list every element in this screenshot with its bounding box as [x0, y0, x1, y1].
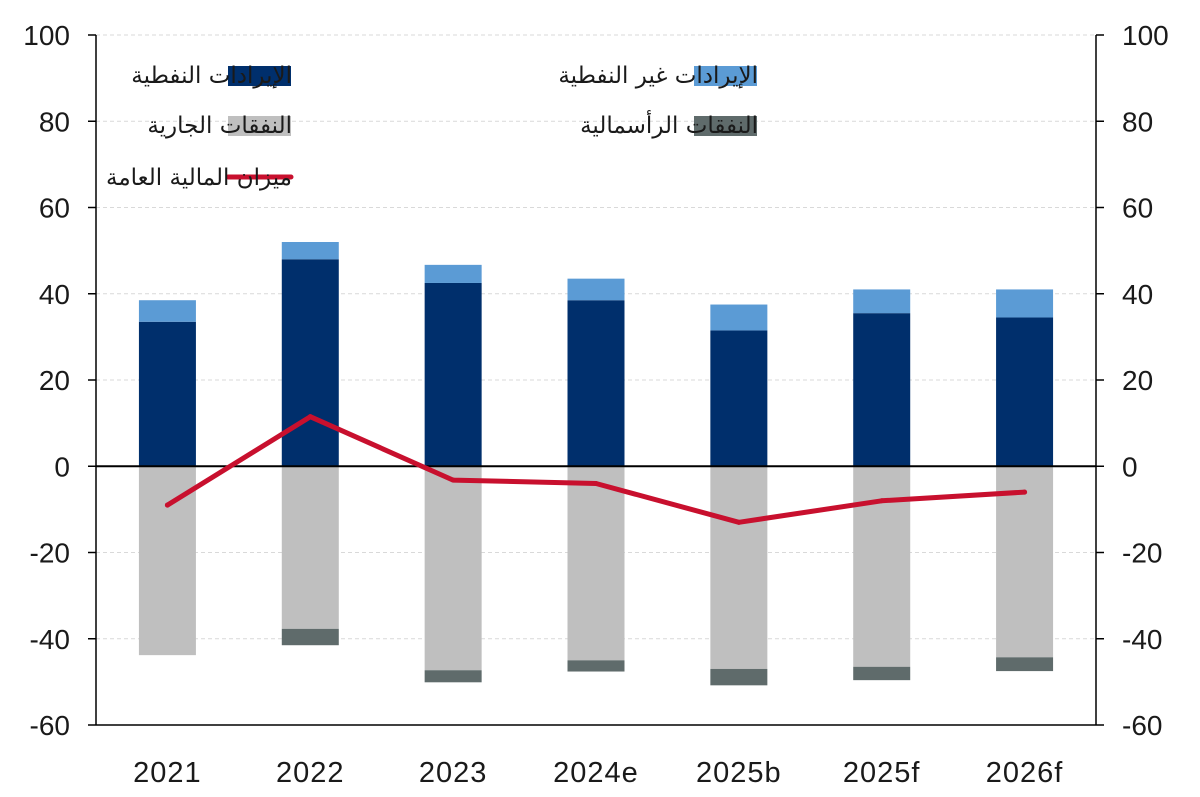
category-label: 2022: [276, 757, 345, 789]
legend-swatch: [228, 66, 291, 86]
right-tick-label: 80: [1122, 106, 1153, 137]
category-label: 2023: [419, 757, 488, 789]
right-tick-label: -60: [1122, 710, 1162, 741]
legend-label: النفقات الجارية: [147, 113, 292, 139]
category-label: 2024e: [553, 757, 639, 789]
bar-2021-bfbfbf: [138, 466, 196, 656]
bar-2025f-bfbfbf: [853, 466, 911, 667]
left-tick-label: 60: [39, 193, 70, 224]
left-tick-label: 40: [39, 279, 70, 310]
fiscal-balance-line: [164, 414, 1028, 525]
left-tick-label: 80: [39, 106, 70, 137]
left-tick-label: 0: [54, 451, 70, 482]
fiscal-balance-point-2024e: [593, 481, 599, 486]
bar-2023-002f6c: [424, 282, 482, 467]
axes: 100 100 80 80 60 60 40 40 20 20 0 0 -20 -20 -40 -40 -60 -…: [23, 20, 1168, 789]
right-tick-label: -20: [1122, 538, 1162, 569]
bar-2021-002f6c: [138, 321, 196, 467]
left-tick-label: -20: [30, 538, 70, 569]
right-tick-label: 60: [1122, 193, 1153, 224]
category-label: 2021: [133, 757, 202, 789]
legend-swatch: [694, 66, 757, 86]
bar-2025b-002f6c: [710, 330, 768, 467]
legend: الإيرادات النفطية الإيرادات غير النفطية ال…: [106, 63, 758, 191]
right-tick-label: 0: [1122, 451, 1138, 482]
fiscal-balance-point-2026f: [1022, 489, 1028, 495]
left-tick-label: 100: [23, 20, 70, 51]
bar-2023-5b9bd5: [424, 264, 482, 283]
bar-2026f-5b9bd5: [996, 289, 1054, 318]
fiscal-balance-point-2025b: [736, 519, 742, 525]
bar-2024e-002f6c: [567, 300, 625, 467]
bars: [138, 242, 1054, 686]
legend-label: ميزان المالية العامة: [106, 165, 292, 191]
bar-2022-5b9bd5: [281, 242, 339, 260]
bar-2025f-5b9bd5: [853, 289, 911, 314]
bar-2025f-002f6c: [853, 313, 911, 467]
legend-swatch: [694, 116, 757, 136]
bar-2022-002f6c: [281, 259, 339, 467]
fiscal-balance-point-2025f: [879, 498, 885, 504]
right-tick-label: 20: [1122, 365, 1153, 396]
bar-2022-5f6b6b: [281, 628, 339, 646]
left-tick-label: -60: [30, 710, 70, 741]
bar-2023-bfbfbf: [424, 466, 482, 671]
bar-2024e-5f6b6b: [567, 660, 625, 672]
bar-2023-5f6b6b: [424, 670, 482, 683]
bar-2024e-5b9bd5: [567, 278, 625, 301]
fiscal-balance-point-2021: [164, 502, 170, 508]
bar-2021-5b9bd5: [138, 300, 196, 322]
left-tick-label: 20: [39, 365, 70, 396]
left-tick-label: -40: [30, 624, 70, 655]
bar-2025b-5f6b6b: [710, 668, 768, 686]
category-label: 2025f: [843, 757, 921, 789]
fiscal-balance-point-2023: [450, 477, 456, 483]
fiscal-balance-point-2022: [307, 414, 313, 420]
bar-2024e-bfbfbf: [567, 466, 625, 661]
legend-label: الإيرادات النفطية: [131, 63, 292, 89]
bar-2022-bfbfbf: [281, 466, 339, 629]
bar-2026f-5f6b6b: [996, 657, 1054, 672]
right-tick-label: 100: [1122, 20, 1169, 51]
legend-label: الإيرادات غير النفطية: [558, 63, 758, 89]
bar-2025b-5b9bd5: [710, 304, 768, 331]
bar-2026f-002f6c: [996, 317, 1054, 467]
legend-label: النفقات الرأسمالية: [580, 110, 758, 139]
bar-2026f-bfbfbf: [996, 466, 1054, 658]
bar-2025b-bfbfbf: [710, 466, 768, 669]
legend-swatch: [228, 116, 291, 136]
right-tick-label: 40: [1122, 279, 1153, 310]
bar-2025f-5f6b6b: [853, 666, 911, 681]
right-tick-label: -40: [1122, 624, 1162, 655]
category-label: 2026f: [986, 757, 1064, 789]
category-label: 2025b: [696, 757, 782, 789]
